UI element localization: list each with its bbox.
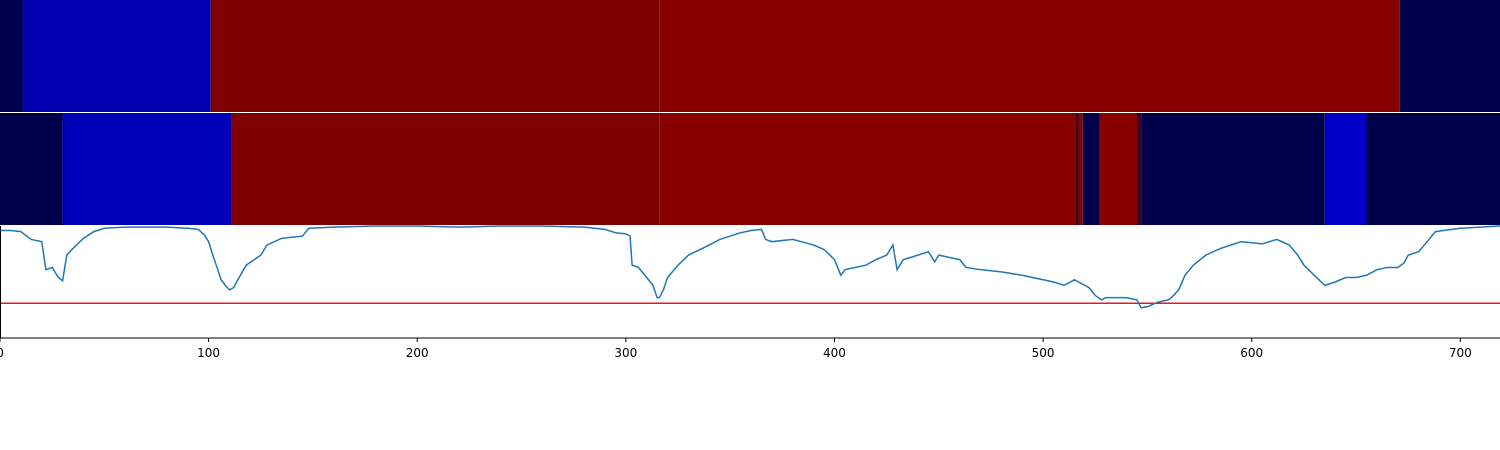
x-tick-label: 100 <box>197 346 220 360</box>
strip-segment <box>0 0 23 112</box>
strip-segment <box>1078 113 1083 225</box>
strip-segment <box>1136 113 1142 225</box>
strip-segment <box>659 113 1077 225</box>
strip-segment <box>1324 113 1367 225</box>
x-tick-label: 200 <box>406 346 429 360</box>
x-tick-label: 400 <box>823 346 846 360</box>
strip-segment <box>231 113 660 225</box>
strip-segment <box>0 113 63 225</box>
x-tick-label: 700 <box>1449 346 1472 360</box>
strip-segment <box>22 0 211 112</box>
strip-segment <box>1366 113 1500 225</box>
x-tick-label: 300 <box>614 346 637 360</box>
strip-segment <box>210 0 660 112</box>
strip-segment <box>1399 0 1500 112</box>
data-line <box>0 225 1500 309</box>
strip-segment <box>1141 113 1325 225</box>
strip-segment <box>62 113 232 225</box>
x-tick-label: 500 <box>1032 346 1055 360</box>
strip-segment <box>1082 113 1100 225</box>
x-tick-label: 0 <box>0 346 4 360</box>
strip-segment <box>1076 113 1079 225</box>
strip-segment <box>1099 113 1137 225</box>
strip-segment <box>659 0 1400 112</box>
x-tick-label: 600 <box>1240 346 1263 360</box>
